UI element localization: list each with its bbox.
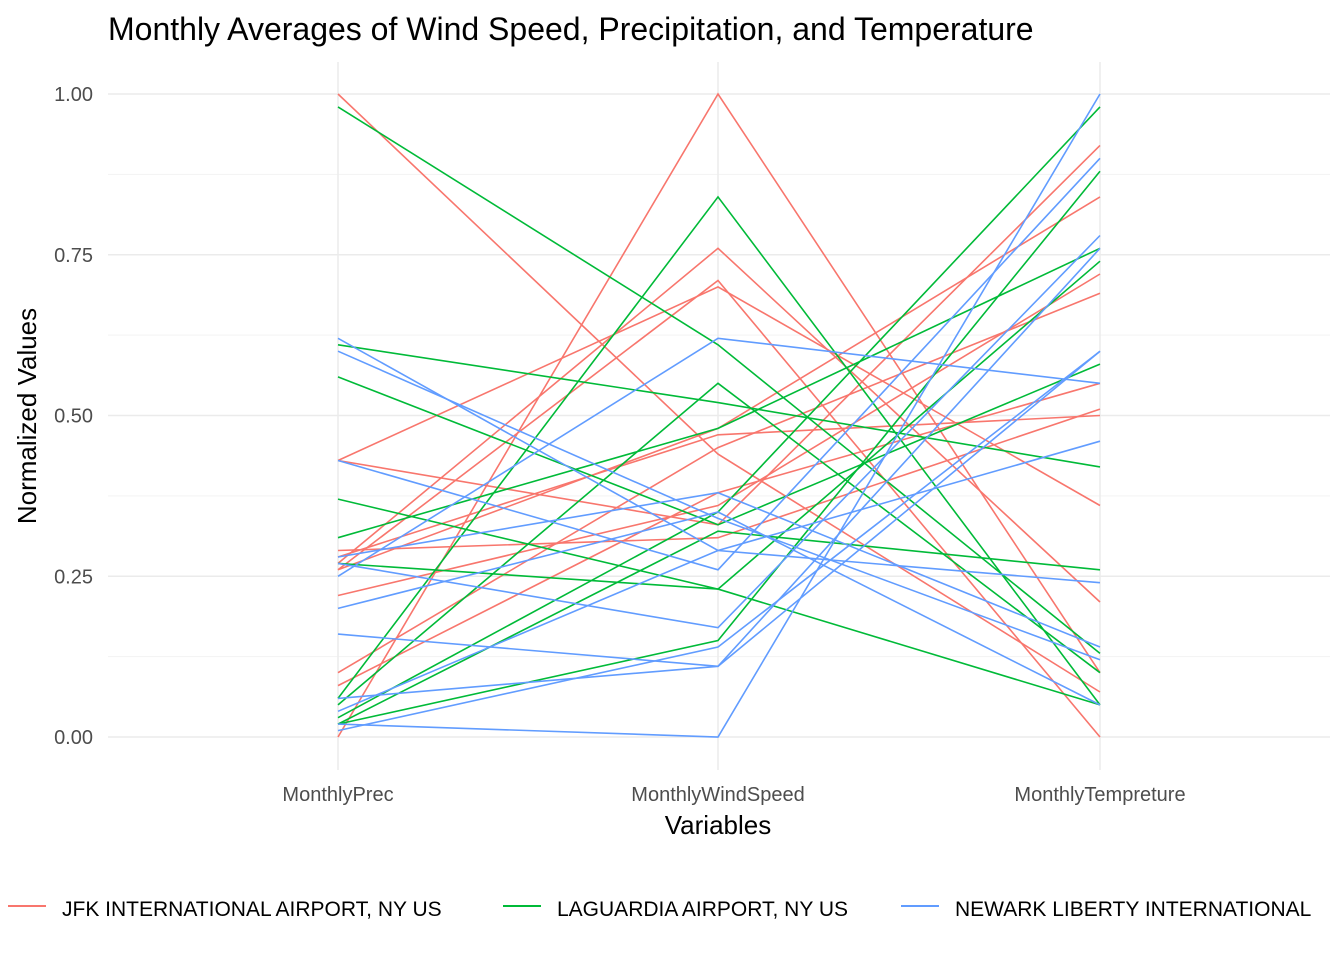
series-line xyxy=(337,350,1101,732)
series-line xyxy=(337,562,1101,706)
y-tick-label: 0.00 xyxy=(54,727,93,749)
legend-label: NEWARK LIBERTY INTERNATIONAL xyxy=(955,898,1311,921)
x-axis-tick-labels: MonthlyPrec MonthlyWindSpeed MonthlyTempre… xyxy=(282,784,1185,806)
x-tick-label: MonthlyPrec xyxy=(282,784,393,806)
x-tick-label: MonthlyTempreture xyxy=(1014,784,1185,806)
series-line xyxy=(337,92,1101,738)
series-line xyxy=(337,344,1101,468)
series-line xyxy=(337,93,1101,693)
y-tick-label: 0.75 xyxy=(54,245,93,267)
series-line xyxy=(337,363,1101,526)
series-line xyxy=(337,195,1101,706)
x-axis-title: Variables xyxy=(665,810,771,840)
series-line xyxy=(337,491,1101,648)
y-tick-label: 0.25 xyxy=(54,566,93,588)
series-line xyxy=(337,157,1101,571)
series-line xyxy=(337,511,1101,706)
y-tick-label: 1.00 xyxy=(54,84,93,106)
series-line xyxy=(337,440,1101,713)
legend: JFK INTERNATIONAL AIRPORT, NY US LAGUARDI… xyxy=(8,898,1311,921)
series-line xyxy=(337,106,1101,655)
series-line xyxy=(337,530,1101,725)
series-line xyxy=(337,247,1101,603)
series-line xyxy=(337,273,1101,597)
series-line xyxy=(337,350,1101,700)
y-axis-title: Normalized Values xyxy=(12,308,42,524)
series-line xyxy=(337,337,1101,577)
data-lines xyxy=(337,92,1101,738)
x-tick-label: MonthlyWindSpeed xyxy=(631,784,804,806)
y-tick-label: 0.50 xyxy=(54,406,93,428)
series-line xyxy=(337,279,1101,738)
grid-lines xyxy=(108,62,1330,770)
series-line xyxy=(337,170,1101,725)
series-line xyxy=(337,414,1101,558)
series-line xyxy=(337,382,1101,706)
series-line xyxy=(337,247,1101,539)
series-line xyxy=(337,234,1101,629)
legend-label: JFK INTERNATIONAL AIRPORT, NY US xyxy=(62,898,442,921)
y-axis-tick-labels: 0.00 0.25 0.50 0.75 1.00 xyxy=(54,84,93,749)
series-line xyxy=(337,286,1101,507)
legend-label: LAGUARDIA AIRPORT, NY US xyxy=(557,898,848,921)
chart-title: Monthly Averages of Wind Speed, Precipit… xyxy=(108,11,1034,47)
series-line xyxy=(337,408,1101,552)
series-line xyxy=(337,350,1101,661)
series-line xyxy=(337,93,1101,738)
